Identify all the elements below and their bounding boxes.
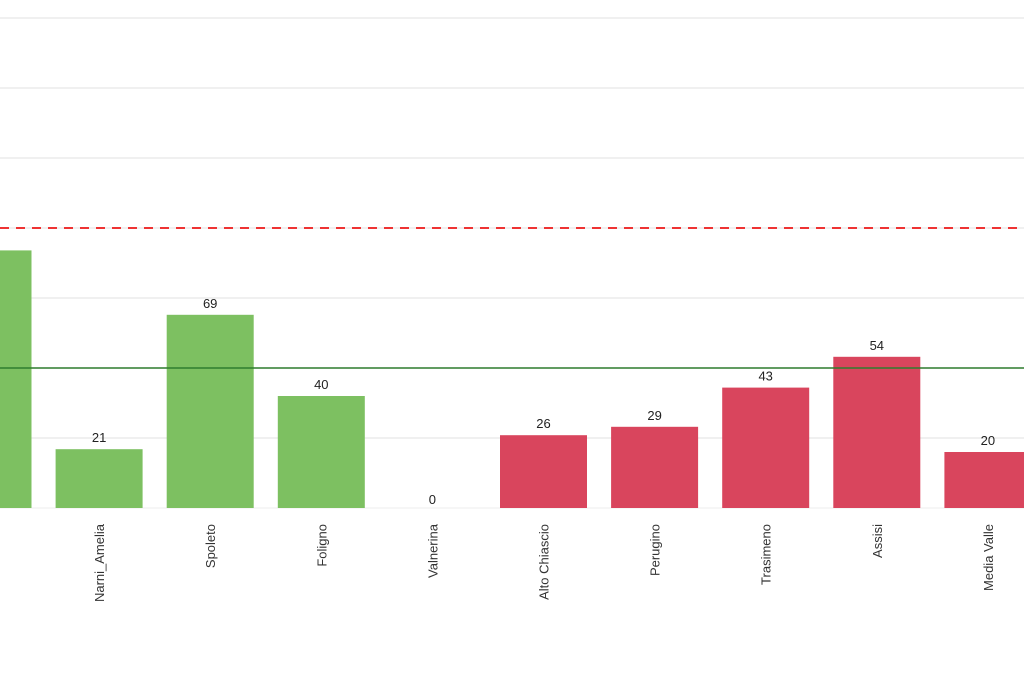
x-tick-label: Spoleto [203,524,218,568]
bars [0,250,1024,508]
data-label: 54 [870,338,884,353]
reference-lines [0,227,1024,369]
bar-orvieto [0,250,32,508]
data-labels: 21 69 40 0 26 29 43 54 20 [92,296,995,507]
x-tick-label: Narni_Amelia [92,523,107,602]
data-label: 26 [536,416,550,431]
x-tick-label: Foligno [314,524,329,567]
data-label: 29 [647,408,661,423]
bar-assisi [833,356,921,508]
bar-spoleto [166,314,254,508]
data-label: 69 [203,296,217,311]
data-label: 43 [758,369,772,384]
bar-narni-amelia [55,449,143,508]
x-tick-labels: OrvietoNarni_AmeliaSpoletoFolignoValneri… [92,523,996,602]
x-tick-label: Trasimeno [759,524,774,585]
bar-alto-chiascio [500,435,587,508]
x-tick-label: Valnerina [425,523,440,578]
x-tick-label: Assisi [870,524,885,558]
bar-perugino [611,426,699,508]
data-label: 20 [981,433,995,448]
x-tick-label: Perugino [648,524,663,576]
data-label: 0 [429,492,436,507]
x-tick-label: Media Valle [981,524,996,591]
bar-media-valle [944,452,1024,508]
data-label: 40 [314,377,328,392]
bar-trasimeno [722,387,810,508]
bar-foligno [277,396,365,508]
x-tick-label: Alto Chiascio [537,524,552,600]
data-label: 21 [92,430,106,445]
